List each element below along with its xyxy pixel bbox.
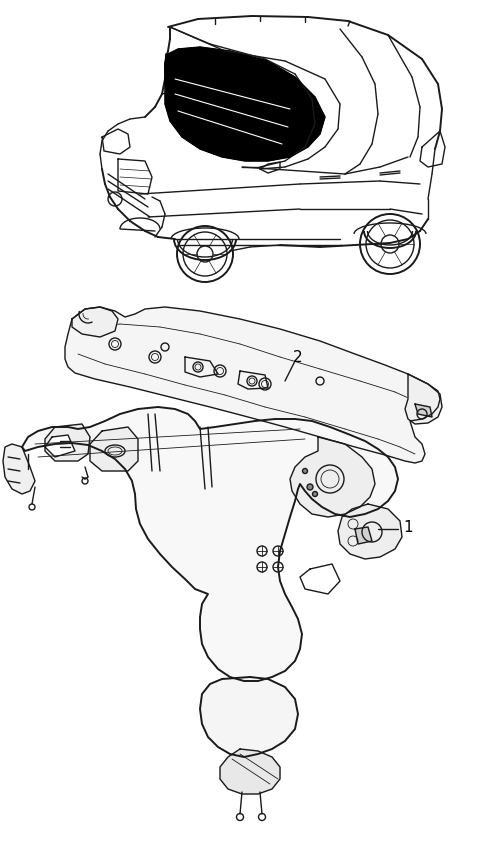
Circle shape — [307, 485, 313, 491]
Polygon shape — [415, 405, 432, 418]
Polygon shape — [338, 505, 402, 560]
Polygon shape — [72, 307, 118, 338]
Polygon shape — [300, 564, 340, 594]
Text: 1: 1 — [403, 520, 413, 535]
Polygon shape — [45, 436, 75, 457]
Polygon shape — [65, 307, 440, 463]
Circle shape — [312, 492, 317, 497]
Polygon shape — [220, 749, 280, 794]
Polygon shape — [405, 375, 442, 424]
Polygon shape — [22, 407, 398, 681]
Polygon shape — [355, 528, 372, 544]
Polygon shape — [90, 428, 138, 472]
Polygon shape — [165, 48, 325, 162]
Polygon shape — [45, 424, 90, 461]
Polygon shape — [290, 437, 375, 517]
Polygon shape — [200, 678, 298, 757]
Polygon shape — [3, 444, 35, 494]
Circle shape — [302, 469, 308, 474]
Text: 2: 2 — [293, 350, 303, 365]
